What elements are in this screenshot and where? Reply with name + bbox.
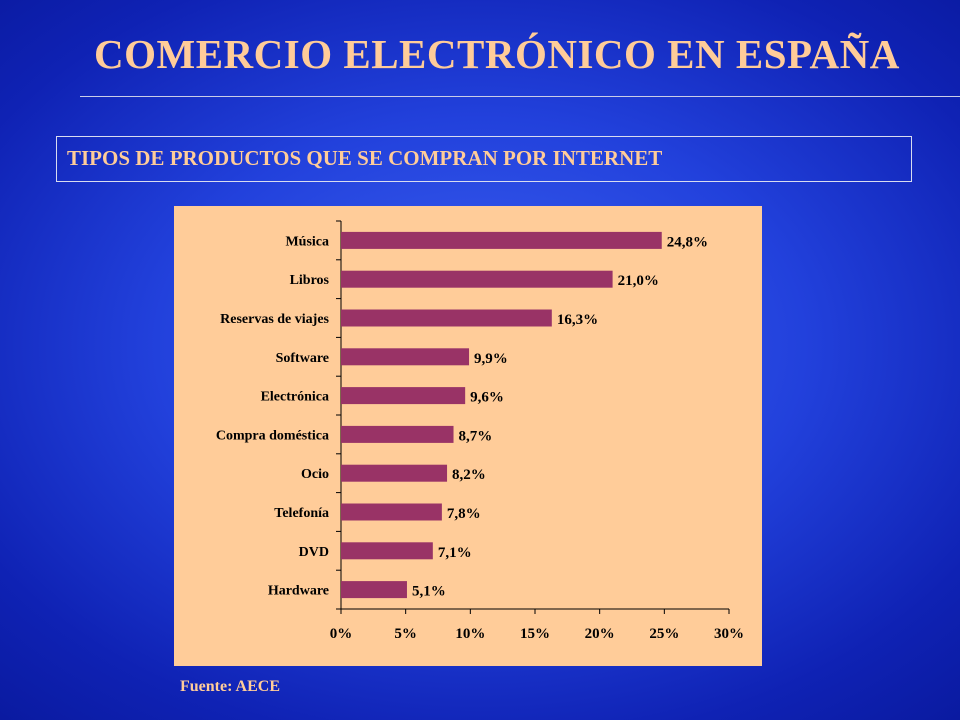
source-note: Fuente: AECE [180,678,280,695]
bar [341,309,552,327]
category-label: Electrónica [261,390,329,405]
category-label: Ocio [301,467,329,482]
x-tick-label: 30% [714,626,744,642]
bar [341,348,470,366]
x-tick-label: 10% [455,626,485,642]
category-label: Libros [290,273,330,288]
slide-title: COMERCIO ELECTRÓNICO EN ESPAÑA [94,31,900,77]
x-tick-label: 25% [649,626,679,642]
subtitle-box: TIPOS DE PRODUCTOS QUE SE COMPRAN POR IN… [56,136,912,182]
bar [341,503,442,521]
data-label: 9,9% [474,351,508,367]
bar [341,270,613,288]
x-tick-label: 5% [394,626,417,642]
bar [341,387,466,405]
x-tick-label: 15% [520,626,550,642]
data-label: 7,8% [447,506,481,522]
category-label: Telefonía [274,506,329,521]
title-divider [80,96,960,97]
category-label: Hardware [268,584,329,599]
category-label: DVD [299,545,329,560]
data-label: 24,8% [667,234,708,250]
bar [341,581,407,599]
bar-chart: 0% 5% 10% 15% 20% 25% 30% Música 24,8% Libros 21,0… [216,220,744,642]
data-label: 7,1% [438,545,472,561]
data-label: 8,7% [459,428,493,444]
chart-panel: 0% 5% 10% 15% 20% 25% 30% Música 24,8% Libros 21,0… [174,206,762,666]
bar [341,542,433,560]
data-label: 16,3% [557,312,598,328]
category-label: Reservas de viajes [220,312,329,327]
data-label: 5,1% [412,584,446,600]
bar [341,425,454,443]
x-tick-label: 20% [585,626,615,642]
bar [341,464,448,482]
category-label: Compra doméstica [216,428,329,443]
category-label: Software [276,351,329,366]
data-label: 9,6% [470,390,504,406]
x-tick-label: 0% [330,626,353,642]
chart-subtitle: TIPOS DE PRODUCTOS QUE SE COMPRAN POR IN… [67,146,663,170]
category-label: Música [285,234,329,249]
data-label: 21,0% [618,273,659,289]
data-label: 8,2% [452,467,486,483]
bar [341,231,662,249]
